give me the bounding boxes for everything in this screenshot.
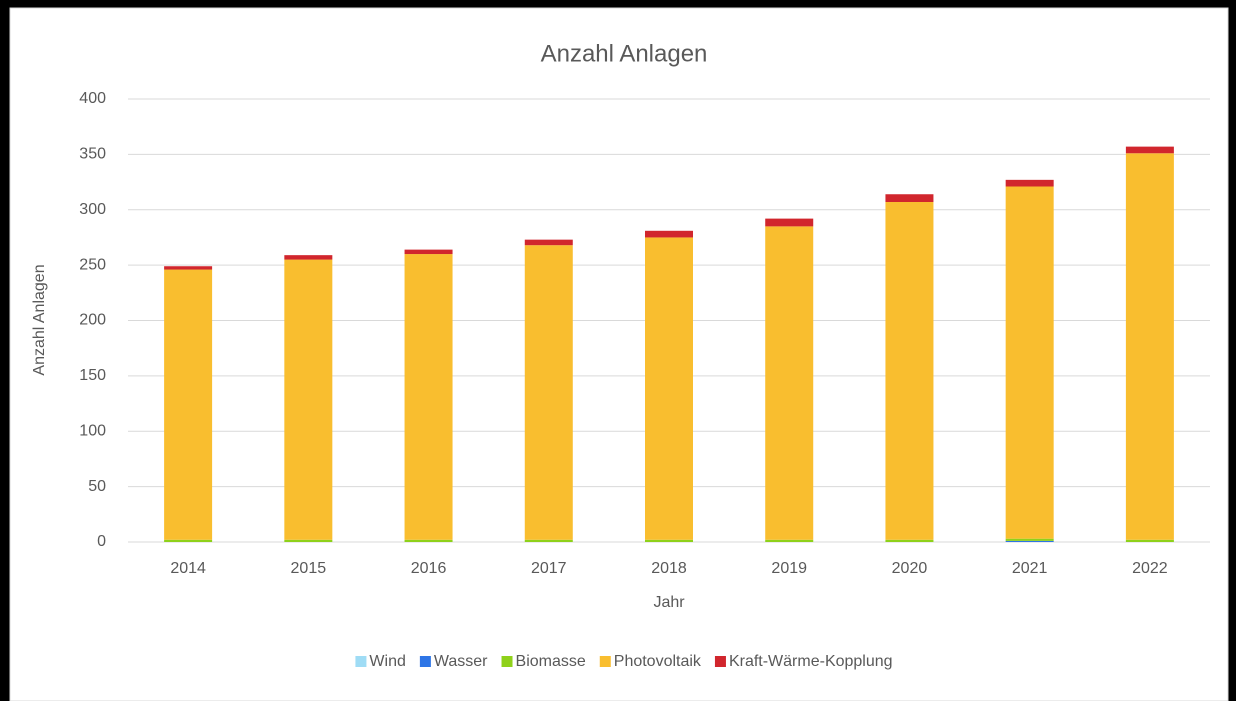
bar-segment bbox=[524, 245, 573, 540]
legend-swatch bbox=[419, 656, 431, 667]
bar-segment bbox=[284, 259, 333, 540]
y-tick-label: 250 bbox=[79, 256, 106, 273]
bar-segment bbox=[404, 254, 453, 540]
x-tick-label: 2021 bbox=[1012, 560, 1048, 577]
legend-label: Wind bbox=[369, 653, 405, 670]
bar-segment bbox=[404, 539, 453, 542]
bar-segment bbox=[885, 194, 934, 202]
y-tick-label: 400 bbox=[79, 90, 106, 107]
legend-label: Biomasse bbox=[516, 653, 586, 670]
bar-segment bbox=[284, 255, 333, 260]
bar-segment bbox=[524, 539, 573, 542]
bar-segment bbox=[1005, 179, 1054, 187]
y-tick-label: 100 bbox=[79, 422, 106, 439]
legend-label: Wasser bbox=[434, 653, 488, 670]
bar-segment bbox=[404, 249, 453, 255]
bar-segment bbox=[524, 239, 573, 246]
x-tick-label: 2014 bbox=[170, 560, 206, 577]
bar-segment bbox=[645, 539, 693, 542]
y-tick-label: 50 bbox=[88, 478, 106, 495]
y-tick-label: 200 bbox=[79, 312, 106, 329]
bar-segment bbox=[885, 539, 934, 542]
bar-segment bbox=[1005, 538, 1054, 541]
y-tick-label: 0 bbox=[97, 533, 106, 550]
x-tick-label: 2018 bbox=[651, 560, 687, 577]
bar-segment bbox=[765, 218, 814, 227]
x-tick-label: 2019 bbox=[771, 560, 807, 577]
bar-segment bbox=[645, 230, 693, 238]
bar-segment bbox=[645, 237, 693, 540]
x-tick-label: 2022 bbox=[1132, 560, 1168, 577]
bar-segment bbox=[284, 539, 333, 542]
bar-segment bbox=[1005, 540, 1054, 542]
y-tick-label: 350 bbox=[79, 146, 106, 163]
x-tick-label: 2015 bbox=[291, 560, 327, 577]
legend-label: Kraft-Wärme-Kopplung bbox=[729, 653, 893, 670]
bar-segment bbox=[1125, 539, 1174, 542]
bar-segment bbox=[1125, 153, 1174, 540]
bar-segment bbox=[765, 226, 814, 540]
bar-segment bbox=[1005, 186, 1054, 539]
bar-segment bbox=[1125, 146, 1174, 154]
x-tick-label: 2016 bbox=[411, 560, 447, 577]
bar-segment bbox=[164, 266, 213, 270]
bar-segment bbox=[885, 201, 934, 540]
y-axis-label: Anzahl Anlagen bbox=[31, 264, 48, 375]
legend-swatch bbox=[714, 656, 726, 667]
bar-segment bbox=[765, 539, 814, 542]
bar-segment bbox=[164, 539, 213, 542]
bar-segment bbox=[164, 269, 213, 540]
legend-swatch bbox=[501, 656, 513, 667]
y-tick-label: 150 bbox=[79, 367, 106, 384]
x-tick-label: 2017 bbox=[531, 560, 567, 577]
x-tick-label: 2020 bbox=[892, 560, 928, 577]
legend-label: Photovoltaik bbox=[614, 653, 702, 670]
y-tick-label: 300 bbox=[79, 201, 106, 218]
x-axis-label: Jahr bbox=[653, 594, 685, 611]
chart-title: Anzahl Anlagen bbox=[541, 40, 708, 67]
legend-swatch bbox=[355, 656, 367, 667]
legend-swatch bbox=[599, 656, 611, 667]
